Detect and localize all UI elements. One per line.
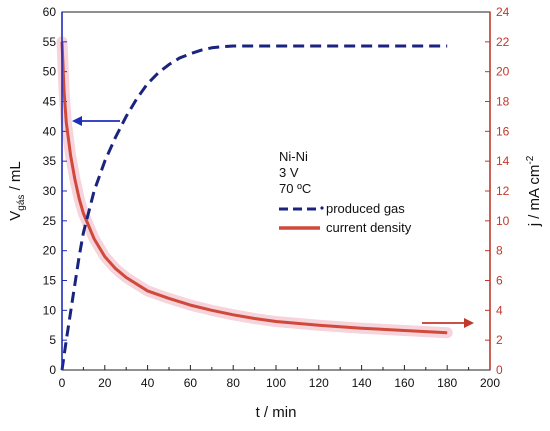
legend-label-current: current density — [326, 220, 412, 235]
y-left-tick-label: 35 — [43, 154, 57, 168]
y-right-tick-label: 18 — [496, 95, 510, 109]
y-left-tick-label: 0 — [49, 363, 56, 377]
arrow-right-head — [464, 318, 474, 328]
y-left-tick-label: 5 — [49, 333, 56, 347]
y-left-sub: gás — [16, 195, 27, 211]
y-left-rest: / mL — [7, 161, 24, 194]
y-axis-title-left: Vgás / mL — [7, 161, 27, 220]
x-axis-title: t / min — [256, 404, 297, 421]
x-tick-label: 100 — [266, 376, 286, 390]
y-left-tick-label: 20 — [43, 244, 57, 258]
x-tick-label: 20 — [98, 376, 112, 390]
x-tick-label: 0 — [59, 376, 66, 390]
x-tick-label: 200 — [480, 376, 500, 390]
current-band-layer — [56, 36, 453, 339]
legend-marker-gas — [320, 206, 324, 210]
arrow-right-axis — [422, 318, 474, 328]
arrow-left-head — [72, 116, 82, 126]
annotation-block: Ni-Ni 3 V 70 ºC — [279, 149, 311, 196]
y-left-base: V — [7, 211, 24, 221]
y-right-tick-label: 12 — [496, 184, 510, 198]
y-right-tick-label: 16 — [496, 124, 510, 138]
y-left-tick-label: 15 — [43, 274, 57, 288]
annotation-line-1: Ni-Ni — [279, 149, 308, 164]
annotation-line-2: 3 V — [279, 165, 299, 180]
tick-layer: 0 20 40 60 80 100 120 140 160 180 2000510152025303… — [43, 5, 510, 390]
y-left-tick-label: 40 — [43, 124, 57, 138]
y-left-tick-label: 55 — [43, 35, 57, 49]
y-right-tick-label: 6 — [496, 274, 503, 288]
y-right-tick-label: 22 — [496, 35, 510, 49]
y-axis-title-right: j / mA cm-2 — [525, 155, 543, 227]
x-tick-label: 40 — [141, 376, 155, 390]
x-tick-label: 160 — [394, 376, 414, 390]
x-tick-label: 140 — [352, 376, 372, 390]
y-left-tick-label: 25 — [43, 214, 57, 228]
current-density-line — [60, 41, 448, 335]
y-right-base: j / mA cm — [526, 165, 543, 228]
y-right-tick-label: 2 — [496, 333, 503, 347]
y-left-tick-label: 45 — [43, 95, 57, 109]
y-left-tick-label: 60 — [43, 5, 57, 19]
series-layer — [60, 41, 448, 371]
y-right-tick-label: 8 — [496, 244, 503, 258]
arrow-left-axis — [72, 116, 120, 126]
annotation-line-3: 70 ºC — [279, 181, 311, 196]
legend: produced gas current density — [279, 201, 412, 235]
y-left-tick-label: 10 — [43, 303, 57, 317]
current-density-band — [56, 36, 453, 339]
y-left-tick-label: 50 — [43, 65, 57, 79]
y-right-sup: -2 — [525, 155, 536, 164]
y-right-tick-label: 10 — [496, 214, 510, 228]
x-tick-label: 120 — [309, 376, 329, 390]
y-right-tick-label: 4 — [496, 303, 503, 317]
y-left-tick-label: 30 — [43, 184, 57, 198]
x-tick-label: 60 — [184, 376, 198, 390]
y-right-tick-label: 20 — [496, 65, 510, 79]
produced-gas-line — [60, 44, 448, 371]
x-tick-label: 180 — [437, 376, 457, 390]
x-tick-label: 80 — [227, 376, 241, 390]
legend-label-gas: produced gas — [326, 201, 405, 216]
y-right-tick-label: 14 — [496, 154, 510, 168]
y-right-tick-label: 24 — [496, 5, 510, 19]
y-right-tick-label: 0 — [496, 363, 503, 377]
